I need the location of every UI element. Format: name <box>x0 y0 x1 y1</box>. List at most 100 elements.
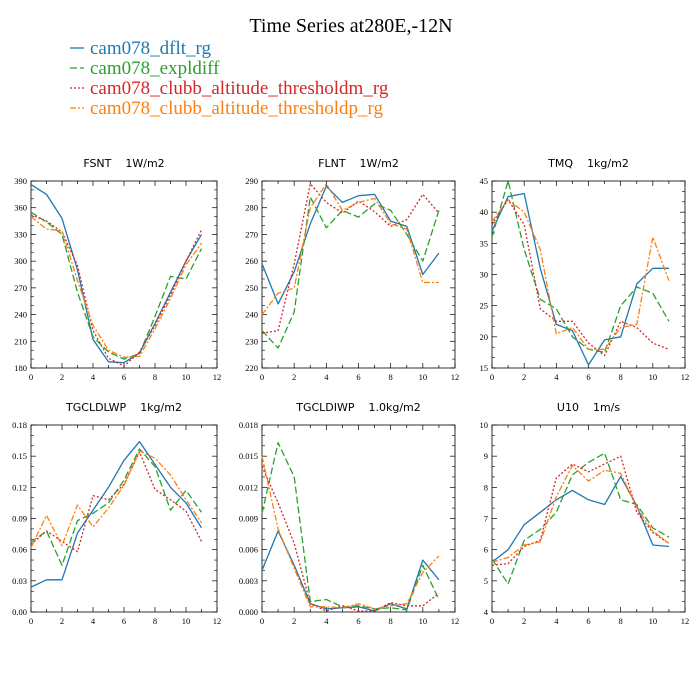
y-tick-label: 10 <box>480 420 489 430</box>
y-tick-label: 240 <box>245 310 258 320</box>
x-tick-label: 6 <box>356 372 360 382</box>
series-line-cam078_expldiff <box>30 211 203 360</box>
y-tick-label: 9 <box>484 451 488 461</box>
x-tick-label: 10 <box>649 616 658 626</box>
panel-variable: FSNT <box>83 157 111 170</box>
y-tick-label: 240 <box>14 310 27 320</box>
panel-u10: U10 1m/s 0 2 4 6 8 10 12 4 5 6 7 8 9 10 <box>480 401 690 626</box>
x-tick-label: 4 <box>91 616 96 626</box>
x-tick-label: 0 <box>490 616 494 626</box>
legend-label-0: cam078_dflt_rg <box>90 38 212 59</box>
panel-units: 1kg/m2 <box>140 401 182 414</box>
x-tick-label: 12 <box>213 616 222 626</box>
panel-fsnt: FSNT 1W/m2 0 2 4 6 8 10 12 180 210 240 270 300 330 360 3… <box>14 157 221 382</box>
x-tick-label: 0 <box>29 372 33 382</box>
series-line-cam078_dflt_rg <box>30 440 203 588</box>
y-tick-label: 330 <box>14 229 27 239</box>
x-tick-label: 4 <box>324 616 329 626</box>
x-tick-label: 8 <box>153 372 157 382</box>
y-tick-label: 0.000 <box>239 607 258 617</box>
x-tick-label: 8 <box>153 616 157 626</box>
x-tick-label: 6 <box>586 372 590 382</box>
legend-label-2: cam078_clubb_altitude_thresholdm_rg <box>90 78 389 99</box>
x-tick-label: 6 <box>122 616 126 626</box>
y-tick-label: 290 <box>245 176 258 186</box>
y-tick-label: 40 <box>480 207 489 217</box>
y-tick-label: 35 <box>480 238 489 248</box>
plot-frame <box>30 180 218 369</box>
series-line-cam078_expldiff <box>30 448 203 566</box>
x-tick-label: 2 <box>60 372 64 382</box>
y-tick-label: 5 <box>484 576 488 586</box>
series-line-cam078_dflt_rg <box>30 184 203 364</box>
x-tick-label: 6 <box>586 616 590 626</box>
panel-tgcldlwp: TGCLDLWP 1kg/m2 0 2 4 6 8 10 12 0.00 0.03 0.06 0.09 0… <box>12 401 221 626</box>
x-tick-label: 4 <box>324 372 329 382</box>
plot-frame <box>261 180 456 369</box>
panel-title-2: TMQ 1kg/m2 <box>547 157 629 170</box>
x-tick-label: 10 <box>649 372 658 382</box>
y-tick-label: 360 <box>14 203 27 213</box>
series-line-cam078_clubb_altitude_thresholdm_rg <box>30 451 203 553</box>
x-tick-label: 6 <box>356 616 360 626</box>
y-tick-label: 8 <box>484 482 488 492</box>
plot-frame <box>261 424 456 613</box>
x-tick-label: 10 <box>182 616 191 626</box>
y-tick-label: 0.003 <box>239 576 258 586</box>
series-line-cam078_dflt_rg <box>491 475 669 563</box>
y-tick-label: 260 <box>245 256 258 266</box>
y-tick-label: 280 <box>245 203 258 213</box>
series-line-cam078_dflt_rg <box>261 530 440 612</box>
x-tick-label: 2 <box>292 372 296 382</box>
x-tick-label: 2 <box>522 616 526 626</box>
x-tick-label: 8 <box>619 372 623 382</box>
y-tick-label: 270 <box>14 283 27 293</box>
panel-title-1: FLNT 1W/m2 <box>318 157 399 170</box>
y-tick-label: 0.015 <box>239 451 258 461</box>
panel-units: 1.0kg/m2 <box>369 401 421 414</box>
y-tick-label: 0.018 <box>239 420 258 430</box>
x-tick-label: 0 <box>29 616 33 626</box>
x-tick-label: 12 <box>681 616 690 626</box>
series-line-cam078_expldiff <box>491 180 670 354</box>
panel-title-4: TGCLDIWP 1.0kg/m2 <box>295 401 421 414</box>
y-tick-label: 0.18 <box>12 420 27 430</box>
y-tick-label: 180 <box>14 363 27 373</box>
figure-title: Time Series at280E,-12N <box>249 15 452 37</box>
panel-variable: TGCLDLWP <box>65 401 127 414</box>
panel-title-3: TGCLDLWP 1kg/m2 <box>65 401 182 414</box>
y-tick-label: 30 <box>480 270 489 280</box>
x-tick-label: 12 <box>213 372 222 382</box>
y-tick-label: 25 <box>480 301 489 311</box>
panel-variable: TMQ <box>547 157 573 170</box>
x-tick-label: 0 <box>260 372 264 382</box>
x-tick-label: 8 <box>389 616 393 626</box>
x-tick-label: 4 <box>91 372 96 382</box>
y-tick-label: 230 <box>245 336 258 346</box>
panel-units: 1m/s <box>593 401 620 414</box>
x-tick-label: 2 <box>292 616 296 626</box>
y-tick-label: 390 <box>14 176 27 186</box>
x-tick-label: 4 <box>554 616 559 626</box>
panel-tmq: TMQ 1kg/m2 0 2 4 6 8 10 12 15 20 25 30 35 40 45 <box>480 157 690 382</box>
series-line-cam078_dflt_rg <box>491 192 669 366</box>
panel-units: 1W/m2 <box>125 157 164 170</box>
x-tick-label: 8 <box>389 372 393 382</box>
y-tick-label: 270 <box>245 229 258 239</box>
y-tick-label: 45 <box>480 176 489 186</box>
y-tick-label: 20 <box>480 332 489 342</box>
x-tick-label: 12 <box>681 372 690 382</box>
y-tick-label: 0.009 <box>239 514 258 524</box>
x-tick-label: 10 <box>182 372 191 382</box>
x-tick-label: 4 <box>554 372 559 382</box>
panel-variable: TGCLDIWP <box>295 401 355 414</box>
y-tick-label: 0.06 <box>12 545 27 555</box>
y-tick-label: 0.09 <box>12 514 27 524</box>
y-tick-label: 6 <box>484 545 488 555</box>
x-tick-label: 8 <box>619 616 623 626</box>
y-tick-label: 300 <box>14 256 27 266</box>
legend: cam078_dflt_rgcam078_expldiffcam078_club… <box>70 38 389 119</box>
x-tick-label: 6 <box>122 372 126 382</box>
y-tick-label: 250 <box>245 283 258 293</box>
panel-title-5: U10 1m/s <box>557 401 620 414</box>
